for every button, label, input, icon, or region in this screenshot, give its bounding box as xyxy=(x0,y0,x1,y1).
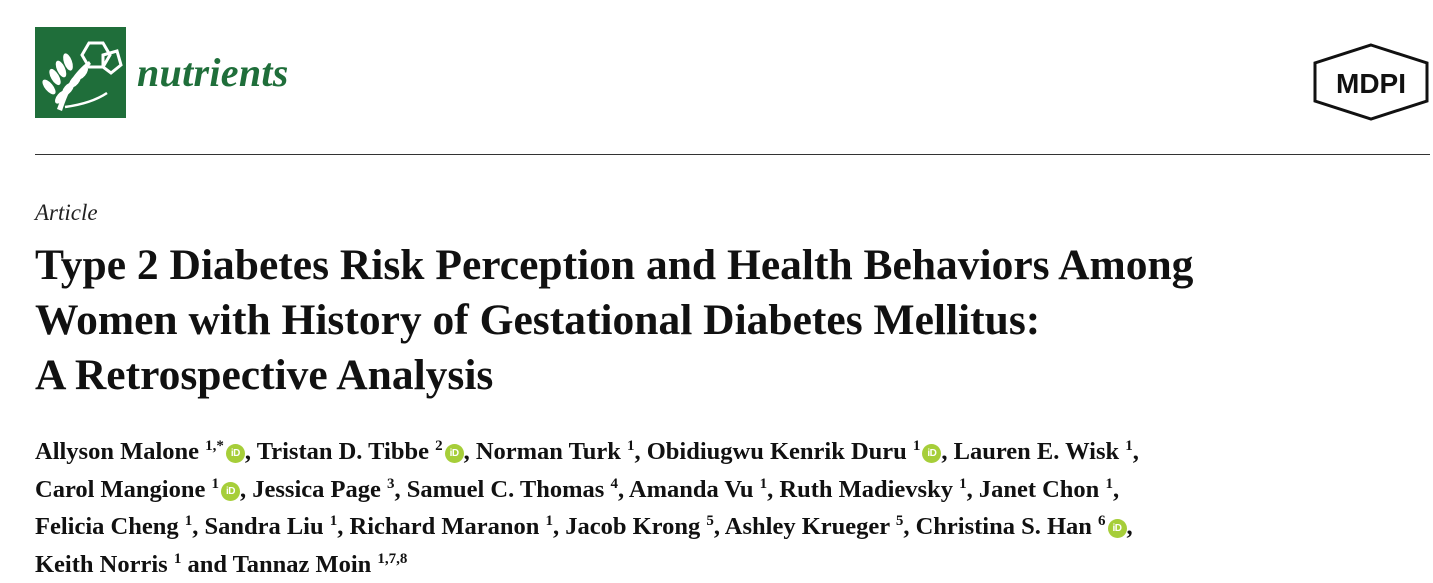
author-separator: , xyxy=(553,513,566,540)
author-line: Carol Mangione 1 iD, Jessica Page 3, Samu… xyxy=(35,471,1425,509)
author-name[interactable]: Ashley Krueger xyxy=(724,513,890,540)
affiliation-marker: 4 xyxy=(610,475,618,492)
author-line: Keith Norris 1 and Tannaz Moin 1,7,8 xyxy=(35,546,1425,583)
affiliation-marker: 1 xyxy=(184,513,193,529)
article-title: Type 2 Diabetes Risk Perception and Heal… xyxy=(35,238,1425,403)
affiliation-marker: 5 xyxy=(895,513,904,529)
author-separator: , xyxy=(966,475,979,503)
affiliation-marker: 1 xyxy=(211,475,220,492)
author-name[interactable]: Tannaz Moin xyxy=(232,550,372,578)
author-name[interactable]: Amanda Vu xyxy=(628,475,754,503)
author-separator: , xyxy=(1132,438,1139,465)
author-name[interactable]: Jacob Krong xyxy=(565,513,701,540)
affiliation-marker: 1 xyxy=(1105,475,1113,492)
author-name[interactable]: Ruth Madievsky xyxy=(779,475,953,503)
author-name[interactable]: Allyson Malone xyxy=(35,438,200,465)
author-name[interactable]: Felicia Cheng xyxy=(35,513,179,540)
author-list: Allyson Malone 1,* iD, Tristan D. Tibbe 2… xyxy=(35,433,1425,583)
mdpi-logo: MDPI xyxy=(1312,43,1430,121)
author-name[interactable]: Keith Norris xyxy=(35,550,168,578)
title-line: A Retrospective Analysis xyxy=(35,351,494,399)
author-name[interactable]: Norman Turk xyxy=(475,438,621,465)
author-separator: and xyxy=(181,550,233,578)
publisher-name: MDPI xyxy=(1336,68,1406,99)
author-name[interactable]: Obidiugwu Kenrik Duru xyxy=(646,438,907,465)
author-name[interactable]: Christina S. Han xyxy=(915,513,1092,540)
author-name[interactable]: Tristan D. Tibbe xyxy=(256,438,429,465)
author-separator: , xyxy=(1126,513,1133,540)
orcid-icon[interactable]: iD xyxy=(922,444,942,463)
affiliation-marker: 1 xyxy=(626,438,635,454)
author-separator: , xyxy=(240,475,253,503)
article-type: Article xyxy=(35,200,98,225)
author-separator: , xyxy=(337,513,350,540)
author-separator: , xyxy=(1112,475,1120,503)
author-line: Allyson Malone 1,* iD, Tristan D. Tibbe 2… xyxy=(35,433,1425,471)
affiliation-marker: 1,7,8 xyxy=(377,550,408,567)
orcid-icon[interactable]: iD xyxy=(221,481,240,501)
author-separator: , xyxy=(394,475,407,503)
author-name[interactable]: Lauren E. Wisk xyxy=(953,438,1120,465)
affiliation-marker: 3 xyxy=(386,475,395,492)
author-separator: , xyxy=(903,513,916,540)
author-separator: , xyxy=(244,438,257,465)
author-separator: , xyxy=(713,513,725,540)
author-separator: , xyxy=(617,475,629,503)
affiliation-marker: 6 xyxy=(1098,513,1106,529)
title-line: Women with History of Gestational Diabet… xyxy=(35,296,1041,344)
author-separator: , xyxy=(463,438,476,465)
affiliation-marker: 1 xyxy=(329,513,338,529)
author-separator: , xyxy=(192,513,205,540)
affiliation-marker: 5 xyxy=(706,513,714,529)
affiliation-marker: 1 xyxy=(1125,438,1133,454)
orcid-icon[interactable]: iD xyxy=(444,444,464,463)
author-name[interactable]: Sandra Liu xyxy=(204,513,324,540)
affiliation-marker: 1 xyxy=(759,475,768,492)
author-separator: , xyxy=(767,475,780,503)
header-divider xyxy=(35,154,1430,155)
affiliation-marker: 1 xyxy=(912,438,921,454)
journal-header: nutrients MDPI xyxy=(35,27,1430,122)
author-separator: , xyxy=(634,438,647,465)
author-line: Felicia Cheng 1, Sandra Liu 1, Richard M… xyxy=(35,508,1425,546)
journal-name: nutrients xyxy=(137,50,289,95)
journal-logo-icon xyxy=(35,27,126,118)
affiliation-marker: 2 xyxy=(435,438,443,454)
title-line: Type 2 Diabetes Risk Perception and Heal… xyxy=(35,241,1194,289)
orcid-icon[interactable]: iD xyxy=(1107,519,1127,538)
orcid-icon[interactable]: iD xyxy=(225,444,245,463)
affiliation-marker: 1 xyxy=(173,550,182,567)
author-name[interactable]: Richard Maranon xyxy=(349,513,540,540)
affiliation-marker: 1,* xyxy=(205,438,224,454)
author-name[interactable]: Jessica Page xyxy=(252,475,381,503)
affiliation-marker: 1 xyxy=(959,475,967,492)
author-name[interactable]: Samuel C. Thomas xyxy=(406,475,605,503)
author-name[interactable]: Carol Mangione xyxy=(35,475,206,503)
author-name[interactable]: Janet Chon xyxy=(978,475,1100,503)
author-separator: , xyxy=(941,438,954,465)
affiliation-marker: 1 xyxy=(545,513,554,529)
